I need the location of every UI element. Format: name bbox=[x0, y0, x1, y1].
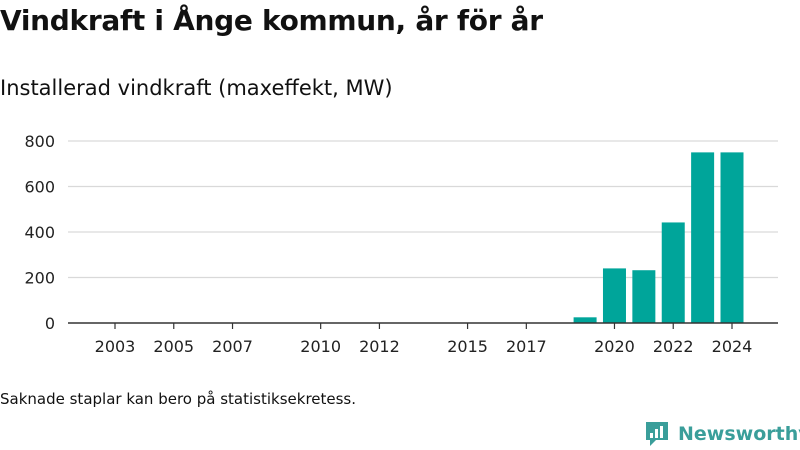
x-tick-label: 2007 bbox=[212, 337, 253, 356]
x-tick-label: 2005 bbox=[153, 337, 194, 356]
x-tick-label: 2020 bbox=[594, 337, 635, 356]
brand-logo: Newsworthy bbox=[644, 420, 800, 448]
x-tick-label: 2003 bbox=[95, 337, 136, 356]
y-tick-label: 600 bbox=[24, 178, 55, 197]
y-tick-label: 200 bbox=[24, 269, 55, 288]
x-tick-label: 2022 bbox=[653, 337, 694, 356]
newsworthy-chart-logo-icon bbox=[646, 422, 668, 446]
chart-subtitle: Installerad vindkraft (maxeffekt, MW) bbox=[0, 76, 393, 100]
bar-2023 bbox=[691, 152, 715, 323]
x-tick-label: 2017 bbox=[506, 337, 547, 356]
footnote: Saknade staplar kan bero på statistiksek… bbox=[0, 390, 357, 408]
x-tick-label: 2024 bbox=[712, 337, 753, 356]
bar-2021 bbox=[632, 270, 656, 323]
y-tick-label: 800 bbox=[24, 132, 55, 151]
x-tick-label: 2015 bbox=[447, 337, 488, 356]
bar-2022 bbox=[661, 222, 685, 323]
bar-2024 bbox=[720, 152, 744, 323]
bar-2020 bbox=[602, 268, 626, 323]
bar-2019 bbox=[573, 317, 597, 323]
brand-name: Newsworthy bbox=[678, 423, 800, 445]
y-tick-label: 0 bbox=[45, 314, 55, 333]
x-tick-label: 2010 bbox=[300, 337, 341, 356]
y-tick-label: 400 bbox=[24, 223, 55, 242]
chart-title: Vindkraft i Ånge kommun, år för år bbox=[0, 4, 543, 37]
x-tick-label: 2012 bbox=[359, 337, 400, 356]
bar-chart: 0 200 400 600 800 2003 2005 2007 2010 2012 2015 201… bbox=[24, 132, 778, 356]
